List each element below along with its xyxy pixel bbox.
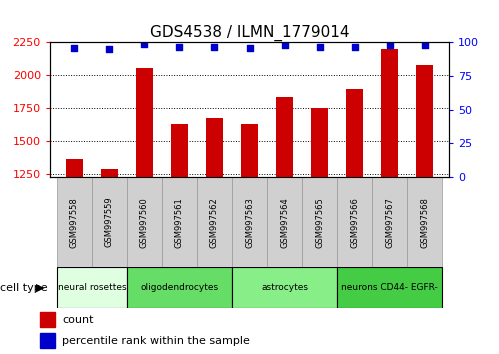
Text: GSM997558: GSM997558 bbox=[70, 197, 79, 247]
Text: GSM997567: GSM997567 bbox=[385, 197, 394, 247]
Text: GSM997565: GSM997565 bbox=[315, 197, 324, 247]
Bar bbox=[302, 177, 337, 267]
Bar bbox=[57, 267, 127, 308]
Text: count: count bbox=[62, 315, 94, 325]
Point bbox=[351, 44, 359, 49]
Text: GSM997560: GSM997560 bbox=[140, 197, 149, 247]
Bar bbox=[407, 177, 442, 267]
Bar bbox=[337, 177, 372, 267]
Text: GSM997564: GSM997564 bbox=[280, 197, 289, 247]
Bar bbox=[92, 177, 127, 267]
Text: cell type: cell type bbox=[0, 282, 48, 293]
Bar bbox=[40, 312, 55, 327]
Text: GSM997559: GSM997559 bbox=[105, 197, 114, 247]
Point bbox=[386, 42, 394, 48]
Point bbox=[421, 42, 429, 48]
Bar bbox=[232, 177, 267, 267]
Point bbox=[280, 42, 288, 48]
Point bbox=[176, 44, 184, 49]
Bar bbox=[241, 124, 258, 177]
Bar bbox=[276, 97, 293, 177]
Text: GSM997563: GSM997563 bbox=[245, 197, 254, 247]
Bar bbox=[162, 177, 197, 267]
Title: GDS4538 / ILMN_1779014: GDS4538 / ILMN_1779014 bbox=[150, 25, 349, 41]
Point bbox=[315, 44, 323, 49]
Bar bbox=[66, 159, 83, 177]
Text: percentile rank within the sample: percentile rank within the sample bbox=[62, 336, 250, 346]
Text: astrocytes: astrocytes bbox=[261, 283, 308, 292]
Bar bbox=[197, 177, 232, 267]
Text: neurons CD44- EGFR-: neurons CD44- EGFR- bbox=[341, 283, 438, 292]
Bar bbox=[416, 65, 433, 177]
Bar bbox=[101, 169, 118, 177]
Point bbox=[246, 45, 253, 51]
Bar bbox=[127, 177, 162, 267]
Text: GSM997566: GSM997566 bbox=[350, 197, 359, 247]
Bar bbox=[127, 267, 232, 308]
Text: oligodendrocytes: oligodendrocytes bbox=[140, 283, 219, 292]
Point bbox=[211, 44, 219, 49]
Bar bbox=[136, 68, 153, 177]
Text: GSM997561: GSM997561 bbox=[175, 197, 184, 247]
Bar bbox=[206, 118, 223, 177]
Bar bbox=[346, 88, 363, 177]
Bar bbox=[381, 49, 398, 177]
Bar bbox=[232, 267, 337, 308]
Text: GSM997562: GSM997562 bbox=[210, 197, 219, 247]
Bar bbox=[372, 177, 407, 267]
Point bbox=[105, 46, 113, 52]
Text: GSM997568: GSM997568 bbox=[420, 197, 429, 247]
Point bbox=[140, 41, 148, 47]
Point bbox=[70, 45, 78, 51]
Bar bbox=[40, 333, 55, 348]
Bar bbox=[337, 267, 442, 308]
Text: ▶: ▶ bbox=[36, 282, 44, 293]
Bar bbox=[267, 177, 302, 267]
Bar bbox=[311, 108, 328, 177]
Bar bbox=[171, 124, 188, 177]
Bar bbox=[57, 177, 92, 267]
Text: neural rosettes: neural rosettes bbox=[57, 283, 126, 292]
